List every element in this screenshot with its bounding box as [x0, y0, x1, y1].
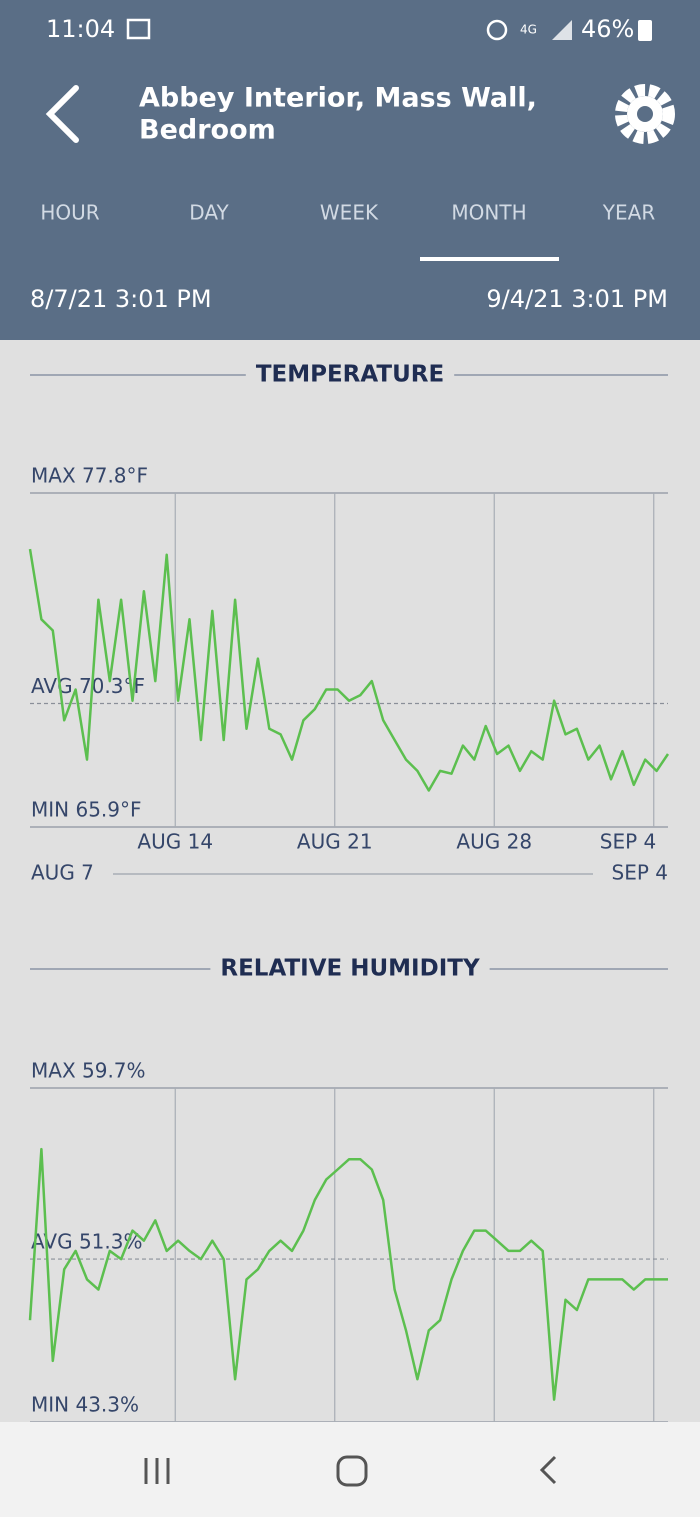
min-label: MIN 65.9°F [31, 798, 142, 822]
range-end-label: SEP 4 [612, 861, 668, 885]
network-icon: 4G [520, 23, 537, 37]
title-line: Abbey Interior, Mass Wall, [139, 83, 537, 114]
gear-hole [637, 106, 653, 122]
section-heading: TEMPERATURE [256, 362, 444, 388]
section-heading: RELATIVE HUMIDITY [220, 956, 480, 982]
alarm-icon [486, 19, 508, 41]
content-bg [0, 340, 700, 1422]
max-label: MAX 77.8°F [31, 464, 148, 488]
x-tick-label: AUG 28 [456, 830, 532, 854]
range-start-label: AUG 7 [31, 861, 94, 885]
data-line [28, 1147, 668, 1401]
clock: 11:04 [46, 15, 115, 43]
gear [615, 84, 675, 144]
tab[interactable]: HOUR [40, 201, 99, 225]
x-tick-label: AUG 14 [137, 830, 213, 854]
x-tick-label: SEP 4 [600, 830, 656, 854]
header-bg [0, 0, 700, 340]
tab[interactable]: YEAR [602, 201, 656, 225]
min-label: MIN 43.3% [31, 1393, 139, 1417]
home-button[interactable] [336, 1455, 368, 1487]
max-label: MAX 59.7% [31, 1059, 146, 1083]
settings-button[interactable] [615, 84, 675, 144]
battery-icon [638, 20, 652, 41]
active-tab-indicator [420, 257, 559, 261]
range-end: 9/4/21 3:01 PM [486, 285, 668, 313]
nav-bar [0, 1422, 700, 1517]
nav-back-button[interactable] [539, 1455, 557, 1485]
tab[interactable]: WEEK [320, 201, 379, 225]
signal-icon [552, 20, 572, 40]
title-line: Bedroom [139, 115, 276, 146]
tab[interactable]: DAY [189, 201, 229, 225]
tab[interactable]: MONTH [451, 201, 526, 225]
range-start: 8/7/21 3:01 PM [30, 285, 212, 313]
x-tick-label: AUG 21 [297, 830, 373, 854]
avg-label: AVG 70.3°F [31, 674, 145, 698]
back-button[interactable] [45, 85, 79, 143]
battery-text: 46% [581, 15, 634, 43]
recents-button[interactable] [144, 1458, 170, 1484]
gallery-icon [126, 18, 151, 40]
data-line [28, 548, 670, 792]
